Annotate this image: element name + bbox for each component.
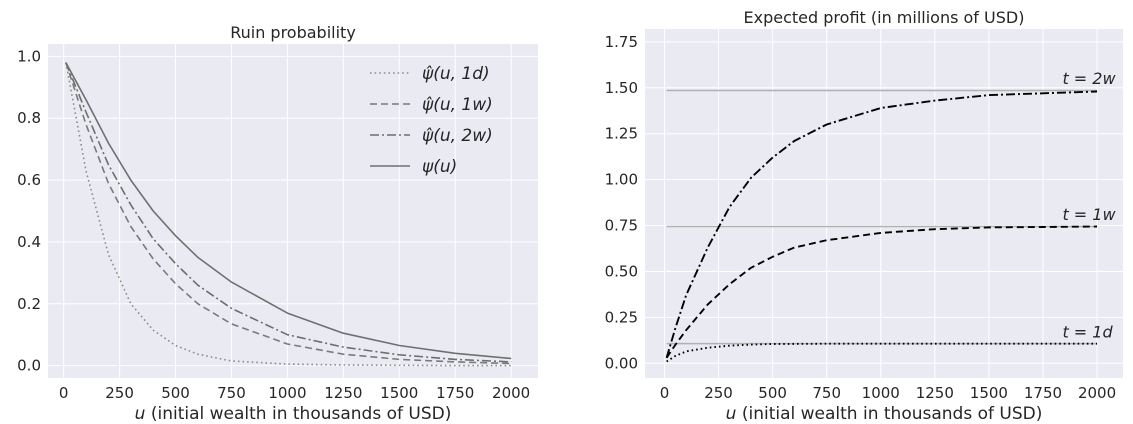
series-annotation: t = 1d	[1062, 323, 1113, 342]
x-tick-label: 1500	[970, 384, 1008, 402]
legend-label: ψ̂(u, 2w)	[422, 126, 493, 146]
x-tick-label: 500	[758, 384, 787, 402]
x-tick-label: 0	[660, 384, 670, 402]
y-tick-label: 1.75	[605, 33, 638, 51]
x-tick-label: 750	[217, 384, 246, 402]
x-tick-label: 1000	[268, 384, 306, 402]
y-tick-label: 1.25	[605, 125, 638, 143]
series-line	[665, 90, 1098, 359]
y-tick-label: 0.00	[605, 354, 638, 372]
x-tick-label: 500	[161, 384, 190, 402]
expected-profit-chart: 0 250 500 750 1000 1250 1500 1750 2000 0.00 0.25 0.…	[605, 8, 1123, 424]
x-tick-label: 0	[59, 384, 69, 402]
x-tick-label: 1750	[436, 384, 474, 402]
y-tick-label: 0.25	[605, 308, 638, 326]
plot-area	[48, 44, 538, 378]
x-tick-label: 250	[704, 384, 733, 402]
x-axis-label: u (initial wealth in thousands of USD)	[726, 404, 1043, 424]
y-tick-label: 1.50	[605, 79, 638, 97]
series-line	[65, 62, 512, 360]
x-tick-label: 1250	[324, 384, 362, 402]
y-tick-label: 1.0	[17, 47, 41, 65]
y-tick-label: 1.00	[605, 171, 638, 189]
x-tick-label: 1250	[916, 384, 954, 402]
chart-title: Ruin probability	[230, 23, 356, 42]
plot-area	[645, 29, 1123, 378]
x-tick-label: 1500	[380, 384, 418, 402]
series-annotation: t = 1w	[1062, 205, 1116, 224]
x-tick-label: 250	[105, 384, 134, 402]
y-tick-label: 0.0	[17, 357, 41, 375]
x-tick-label: 2000	[492, 384, 530, 402]
series-line	[65, 62, 512, 363]
y-tick-label: 0.75	[605, 217, 638, 235]
legend-label: ψ̂(u, 1w)	[422, 95, 493, 115]
x-tick-label: 750	[812, 384, 841, 402]
x-tick-label: 1750	[1024, 384, 1062, 402]
y-tick-label: 0.50	[605, 262, 638, 280]
series-line	[666, 342, 1097, 363]
chart-title: Expected profit (in millions of USD)	[744, 8, 1025, 27]
y-tick-label: 0.2	[17, 295, 41, 313]
legend-label: ψ(u)	[422, 157, 457, 177]
series-line	[65, 62, 512, 365]
ruin-probability-chart: 0 250 500 750 1000 1250 1500 1750 2000 0.0 0.2 0.4 0…	[17, 23, 538, 424]
series-annotation: t = 2w	[1062, 69, 1116, 88]
y-tick-label: 0.6	[17, 171, 41, 189]
x-tick-label: 1000	[862, 384, 900, 402]
y-tick-label: 0.8	[17, 109, 41, 127]
series-line	[65, 62, 512, 367]
x-axis-label: u (initial wealth in thousands of USD)	[135, 404, 452, 424]
x-tick-label: 2000	[1078, 384, 1116, 402]
y-tick-label: 0.4	[17, 233, 41, 251]
series-line	[665, 225, 1098, 359]
legend-label: ψ̂(u, 1d)	[422, 64, 490, 84]
